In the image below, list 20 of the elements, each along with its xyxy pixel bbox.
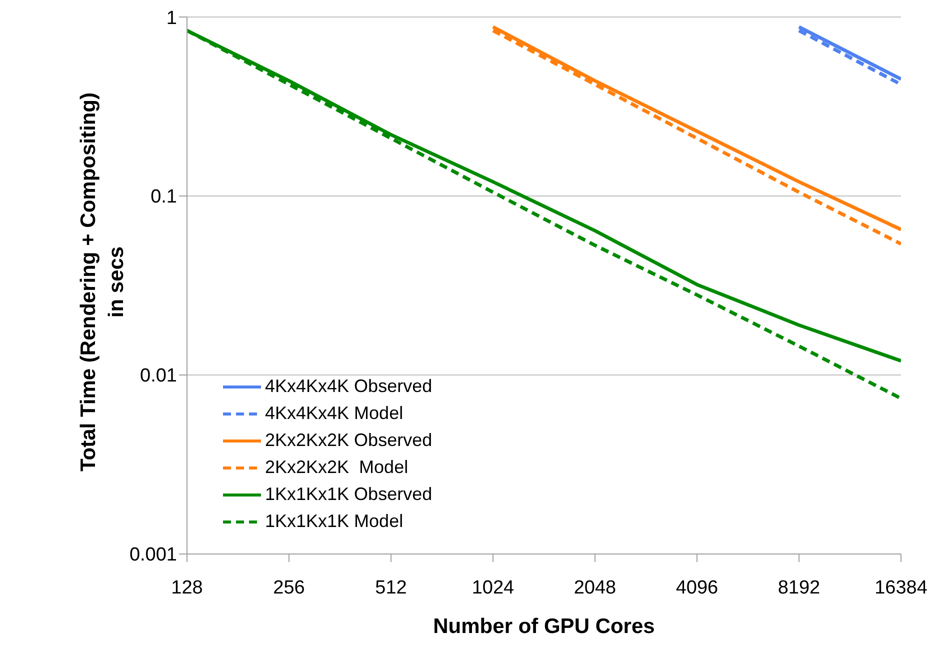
x-tick-label: 2048 bbox=[574, 577, 616, 598]
x-tick-label: 128 bbox=[171, 577, 203, 598]
x-tick-label: 8192 bbox=[778, 577, 820, 598]
legend-label: 4Kx4Kx4K Observed bbox=[265, 376, 432, 397]
y-tick-label: 0.01 bbox=[140, 366, 177, 387]
legend-label: 2Kx2Kx2K Model bbox=[265, 457, 408, 478]
legend-label: 1Kx1Kx1K Observed bbox=[265, 484, 432, 505]
x-axis-title: Number of GPU Cores bbox=[433, 615, 655, 638]
x-tick-label: 1024 bbox=[472, 577, 515, 598]
y-tick-label: 0.1 bbox=[150, 186, 177, 208]
legend-label: 4Kx4Kx4K Model bbox=[265, 403, 404, 424]
y-tick-label: 1 bbox=[166, 8, 177, 29]
x-tick-label: 4096 bbox=[676, 577, 718, 598]
x-tick-label: 512 bbox=[375, 577, 407, 598]
legend-label: 1Kx1Kx1K Model bbox=[265, 511, 404, 532]
y-axis-title: Total Time (Rendering + Compositing) in secs bbox=[76, 91, 129, 474]
legend-label: 2Kx2Kx2K Observed bbox=[265, 430, 432, 451]
x-tick-label: 256 bbox=[273, 577, 305, 598]
y-tick-label: 0.001 bbox=[129, 544, 177, 566]
x-tick-label: 16384 bbox=[874, 577, 928, 598]
